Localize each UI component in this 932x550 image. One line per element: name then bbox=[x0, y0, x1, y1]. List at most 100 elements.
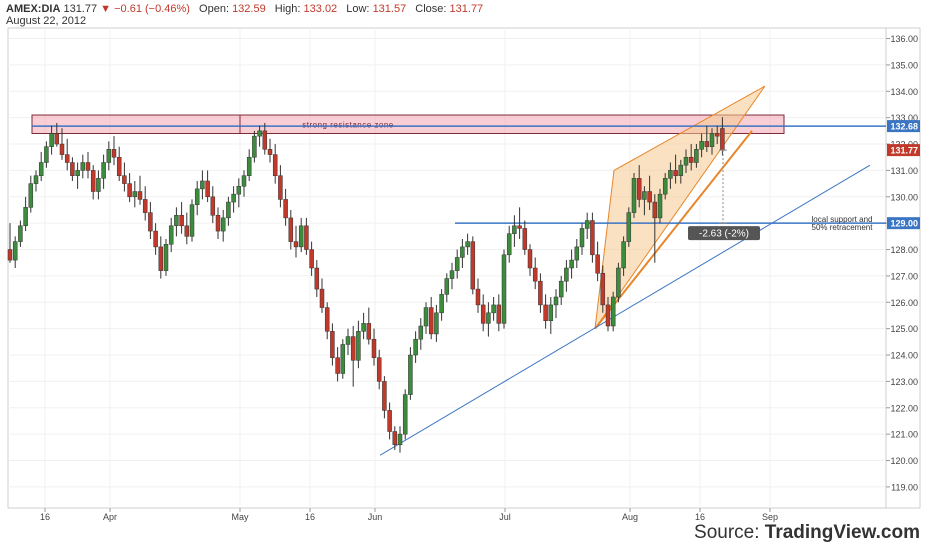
candle-up bbox=[231, 193, 236, 203]
candle-down bbox=[278, 175, 283, 200]
candle-up bbox=[28, 183, 34, 208]
candle-down bbox=[137, 191, 143, 200]
candle-down bbox=[590, 220, 595, 256]
candle-down bbox=[179, 215, 184, 227]
resistance-price-tag: 132.68 bbox=[890, 122, 918, 132]
candle-up bbox=[454, 257, 460, 271]
candle-down bbox=[335, 357, 340, 374]
candle-up bbox=[75, 170, 80, 176]
candle-down bbox=[148, 212, 153, 232]
y-tick-label: 128.00 bbox=[890, 245, 918, 255]
candle-down bbox=[262, 130, 268, 150]
candle-up bbox=[340, 344, 346, 374]
x-tick-label: Aug bbox=[622, 512, 638, 522]
candle-down bbox=[527, 249, 533, 269]
candle-down bbox=[605, 304, 611, 327]
candle-up bbox=[252, 135, 257, 158]
change-value: −0.61 (−0.46%) bbox=[114, 3, 190, 15]
candle-up bbox=[558, 280, 564, 298]
candle-up bbox=[200, 180, 205, 190]
candle-up bbox=[621, 241, 626, 269]
candle-down bbox=[366, 323, 372, 340]
candle-up bbox=[174, 215, 179, 227]
candle-down bbox=[428, 307, 434, 335]
candle-up bbox=[345, 336, 351, 345]
y-tick-label: 122.00 bbox=[890, 403, 918, 413]
candle-up bbox=[579, 228, 585, 248]
support-trendline bbox=[379, 164, 871, 456]
low-value: 131.57 bbox=[372, 3, 407, 15]
candles bbox=[7, 117, 725, 453]
y-tick-label: 131.00 bbox=[890, 166, 918, 176]
candle-down bbox=[392, 431, 398, 445]
close-value: 131.77 bbox=[449, 3, 484, 15]
candle-up bbox=[694, 149, 699, 163]
support-price-tag: 129.00 bbox=[890, 219, 918, 229]
symbol: AMEX:DIA bbox=[6, 3, 61, 15]
time-axis[interactable]: 16 Apr May 16 Jun Jul Aug 16 Sep bbox=[40, 508, 778, 522]
close-price-tag: 131.77 bbox=[890, 146, 918, 156]
candle-up bbox=[413, 338, 418, 356]
open-value: 132.59 bbox=[232, 3, 266, 15]
candle-down bbox=[70, 162, 75, 176]
candle-up bbox=[501, 254, 507, 324]
candle-down bbox=[387, 410, 392, 432]
candle-down bbox=[350, 336, 356, 361]
candle-down bbox=[475, 288, 481, 306]
candle-down bbox=[532, 267, 538, 282]
candle-down bbox=[304, 225, 309, 250]
candle-up bbox=[584, 220, 590, 229]
support-label-line1: local support and bbox=[812, 215, 873, 224]
y-tick-label: 136.00 bbox=[890, 34, 918, 44]
candle-down bbox=[210, 196, 216, 216]
y-tick-label: 126.00 bbox=[890, 298, 918, 308]
candle-up bbox=[418, 325, 424, 340]
candle-up bbox=[163, 244, 169, 271]
candle-down bbox=[517, 225, 522, 229]
candle-up bbox=[356, 331, 361, 361]
y-tick-label: 130.00 bbox=[890, 192, 918, 202]
close-price-tag-box bbox=[887, 144, 920, 157]
candle-down bbox=[215, 215, 221, 232]
candle-up bbox=[408, 354, 413, 395]
candle-up bbox=[616, 267, 621, 298]
candle-down bbox=[64, 154, 70, 163]
candle-down bbox=[324, 307, 330, 332]
candle-down bbox=[636, 178, 642, 200]
candle-down bbox=[127, 183, 132, 198]
candle-up bbox=[33, 175, 39, 184]
candle-up bbox=[699, 141, 704, 150]
candle-up bbox=[465, 241, 470, 248]
y-tick-label: 133.00 bbox=[890, 113, 918, 123]
candle-up bbox=[678, 164, 684, 176]
chart-header: AMEX:DIA 131.77 ▼ −0.61 (−0.46%) Open: 1… bbox=[6, 2, 483, 16]
candle-down bbox=[673, 170, 678, 176]
candle-up bbox=[460, 246, 465, 258]
x-tick-label: Jun bbox=[368, 512, 383, 522]
candle-up bbox=[709, 133, 715, 147]
candle-up bbox=[657, 193, 663, 219]
candle-up bbox=[246, 156, 252, 176]
candle-up bbox=[610, 296, 616, 327]
y-tick-label: 119.00 bbox=[891, 482, 918, 492]
wedge-lower-line bbox=[594, 130, 753, 330]
x-tick-label: Jul bbox=[499, 512, 511, 522]
support-label-line2: 50% retracement bbox=[812, 223, 874, 232]
candle-down bbox=[496, 304, 502, 324]
candle-down bbox=[283, 199, 288, 219]
close-label: Close: bbox=[415, 3, 447, 15]
candle-down bbox=[652, 201, 658, 219]
candle-up bbox=[106, 149, 112, 163]
x-tick-label: Apr bbox=[103, 512, 117, 522]
candle-up bbox=[38, 162, 44, 176]
measure-label-box bbox=[688, 226, 760, 241]
chart-date: August 22, 2012 bbox=[6, 15, 87, 27]
resistance-zone-label: strong resistance zone bbox=[302, 120, 394, 129]
candle-up bbox=[683, 156, 689, 166]
y-tick-label: 125.00 bbox=[890, 324, 918, 334]
candle-down bbox=[600, 273, 606, 306]
candle-down bbox=[470, 241, 476, 290]
x-tick-label: 16 bbox=[305, 512, 315, 522]
candle-up bbox=[257, 130, 262, 137]
